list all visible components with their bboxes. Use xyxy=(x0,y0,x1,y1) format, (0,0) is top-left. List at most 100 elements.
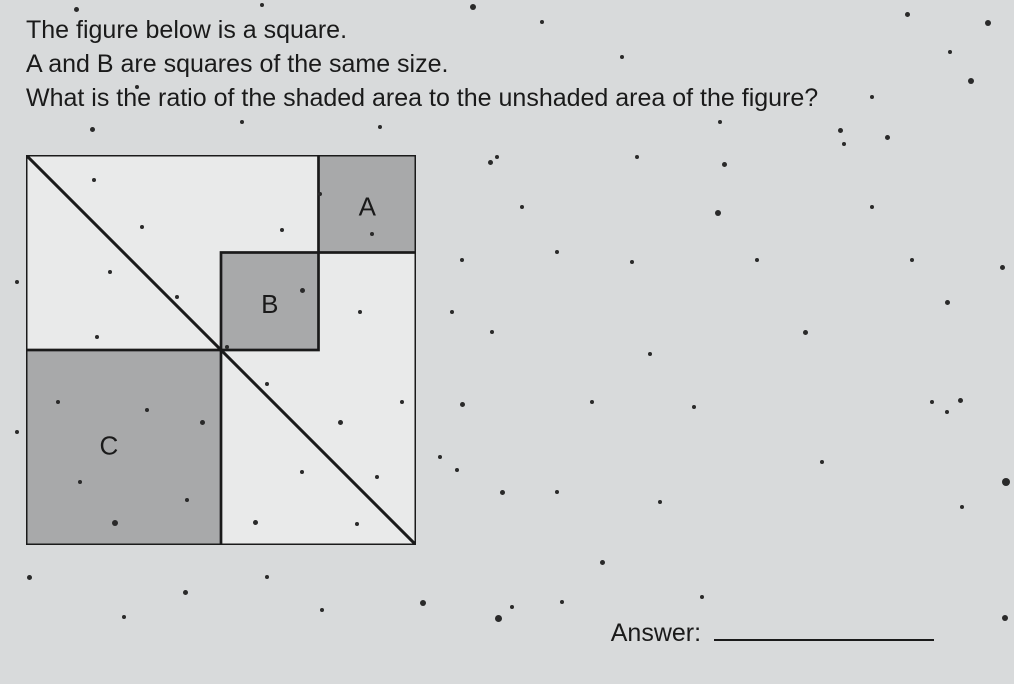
speck xyxy=(948,50,952,54)
speck xyxy=(870,95,874,99)
speck xyxy=(185,498,189,502)
answer-blank[interactable] xyxy=(714,639,934,641)
problem-statement: The figure below is a square. A and B ar… xyxy=(26,14,818,115)
answer-label: Answer: xyxy=(611,619,701,647)
speck xyxy=(648,352,652,356)
speck xyxy=(183,590,188,595)
speck xyxy=(108,270,112,274)
speck xyxy=(438,455,442,459)
speck xyxy=(15,280,19,284)
problem-line-2: A and B are squares of the same size. xyxy=(26,48,818,82)
speck xyxy=(495,155,499,159)
speck xyxy=(253,520,258,525)
speck xyxy=(692,405,696,409)
speck xyxy=(658,500,662,504)
speck xyxy=(95,335,99,339)
speck xyxy=(945,410,949,414)
speck xyxy=(838,128,843,133)
speck xyxy=(495,615,502,622)
speck xyxy=(300,288,305,293)
speck xyxy=(27,575,32,580)
speck xyxy=(700,595,704,599)
svg-text:C: C xyxy=(99,430,118,460)
speck xyxy=(510,605,514,609)
speck xyxy=(555,490,559,494)
speck xyxy=(460,258,464,262)
speck xyxy=(1002,615,1008,621)
speck xyxy=(450,310,454,314)
speck xyxy=(488,160,493,165)
speck xyxy=(420,600,426,606)
problem-line-1: The figure below is a square. xyxy=(26,14,818,48)
speck xyxy=(260,3,264,7)
speck xyxy=(930,400,934,404)
speck xyxy=(722,162,727,167)
speck xyxy=(958,398,963,403)
speck xyxy=(820,460,824,464)
speck xyxy=(842,142,846,146)
speck xyxy=(500,490,505,495)
speck xyxy=(175,295,179,299)
problem-line-3: What is the ratio of the shaded area to … xyxy=(26,82,818,116)
speck xyxy=(140,225,144,229)
figure-svg: A B C xyxy=(26,155,416,545)
speck xyxy=(590,400,594,404)
speck xyxy=(520,205,524,209)
speck xyxy=(885,135,890,140)
speck xyxy=(400,400,404,404)
speck xyxy=(755,258,759,262)
svg-text:A: A xyxy=(359,192,377,222)
speck xyxy=(318,192,322,196)
speck xyxy=(718,120,722,124)
speck xyxy=(378,125,382,129)
speck xyxy=(280,228,284,232)
speck xyxy=(338,420,343,425)
speck xyxy=(715,210,721,216)
speck xyxy=(555,250,559,254)
figure: A B C xyxy=(26,155,416,550)
speck xyxy=(460,402,465,407)
speck xyxy=(90,127,95,132)
speck xyxy=(905,12,910,17)
speck xyxy=(358,310,362,314)
speck xyxy=(15,430,19,434)
speck xyxy=(92,178,96,182)
speck xyxy=(200,420,205,425)
speck xyxy=(112,520,118,526)
speck xyxy=(240,120,244,124)
page: The figure below is a square. A and B ar… xyxy=(0,0,1014,684)
speck xyxy=(56,400,60,404)
speck xyxy=(540,20,544,24)
speck xyxy=(560,600,564,604)
speck xyxy=(960,505,964,509)
speck xyxy=(145,408,149,412)
answer-area: Answer: xyxy=(611,619,934,648)
speck xyxy=(265,382,269,386)
speck xyxy=(620,55,624,59)
speck xyxy=(985,20,991,26)
speck xyxy=(355,522,359,526)
speck xyxy=(265,575,269,579)
speck xyxy=(635,155,639,159)
speck xyxy=(910,258,914,262)
speck xyxy=(470,4,476,10)
speck xyxy=(122,615,126,619)
speck xyxy=(74,7,79,12)
speck xyxy=(135,85,139,89)
speck xyxy=(370,232,374,236)
speck xyxy=(870,205,874,209)
speck xyxy=(803,330,808,335)
speck xyxy=(225,345,229,349)
svg-text:B: B xyxy=(261,289,278,319)
speck xyxy=(455,468,459,472)
speck xyxy=(375,475,379,479)
speck xyxy=(78,480,82,484)
speck xyxy=(630,260,634,264)
speck xyxy=(1002,478,1010,486)
speck xyxy=(1000,265,1005,270)
speck xyxy=(968,78,974,84)
speck xyxy=(490,330,494,334)
speck xyxy=(300,470,304,474)
speck xyxy=(945,300,950,305)
speck xyxy=(600,560,605,565)
